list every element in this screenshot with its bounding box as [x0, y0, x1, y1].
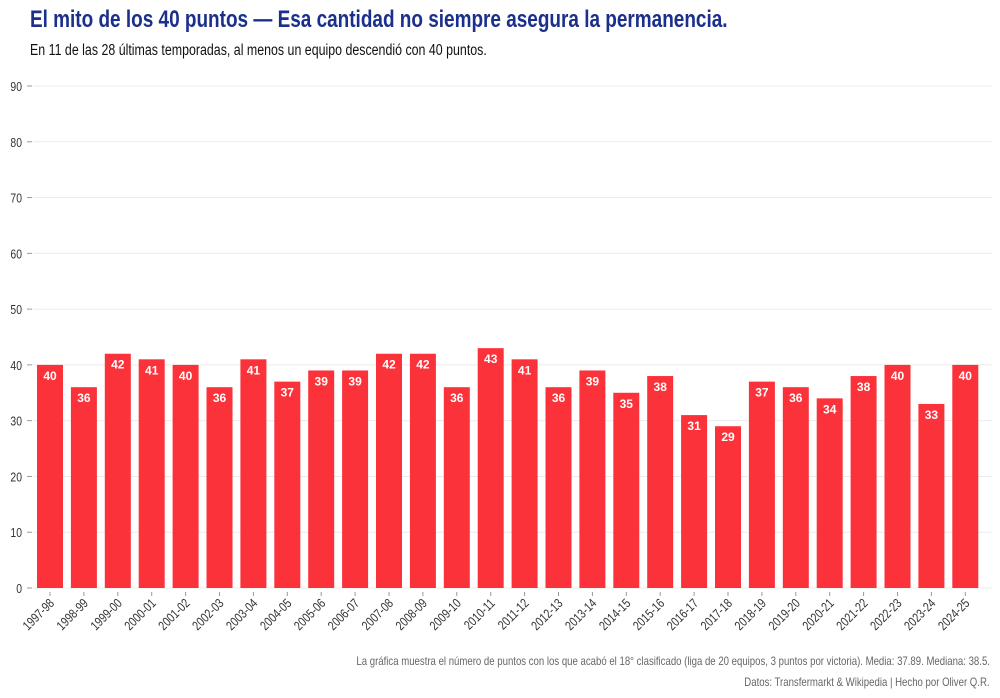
bar	[579, 370, 606, 588]
bar	[376, 353, 402, 588]
bar	[545, 387, 572, 588]
bar	[884, 364, 911, 588]
y-tick-label: 80	[10, 136, 22, 150]
x-tick-label: 2008-09	[393, 596, 430, 633]
bar	[274, 381, 301, 588]
x-tick-label: 2003-04	[224, 596, 261, 633]
bar	[172, 364, 199, 588]
chart-title: El mito de los 40 puntos — Esa cantidad …	[30, 6, 728, 33]
chart-subtitle: En 11 de las 28 últimas temporadas, al m…	[30, 42, 487, 59]
y-tick-label: 70	[10, 192, 22, 206]
bar	[240, 359, 267, 588]
bar-value-label: 36	[77, 391, 91, 405]
credit: Datos: Transfermarkt & Wikipedia | Hecho…	[744, 675, 990, 689]
bar	[782, 387, 809, 588]
bar-value-label: 41	[145, 363, 159, 377]
bar	[409, 353, 436, 588]
bar	[443, 387, 470, 588]
bar-value-label: 35	[620, 397, 634, 411]
bar-value-label: 42	[111, 358, 125, 372]
bar	[918, 403, 945, 588]
bar	[952, 364, 979, 588]
bar-value-label: 39	[348, 374, 362, 388]
x-tick-label: 2021-22	[834, 596, 871, 633]
bar-value-label: 40	[959, 369, 973, 383]
bar	[816, 398, 843, 588]
bar	[511, 359, 538, 588]
bar	[647, 376, 674, 588]
x-tick-label: 2017-18	[698, 596, 735, 633]
x-tick-label: 2016-17	[664, 596, 701, 633]
x-tick-label: 2020-21	[800, 596, 837, 633]
bar	[715, 426, 741, 588]
bar-value-label: 31	[687, 419, 701, 433]
x-tick-label: 2018-19	[732, 596, 769, 633]
bar	[681, 415, 708, 588]
bar	[138, 359, 165, 588]
bar	[342, 370, 369, 588]
bar-value-label: 41	[518, 363, 532, 377]
x-tick-label: 2001-02	[156, 596, 193, 633]
bar-value-label: 38	[857, 380, 871, 394]
x-tick-label: 2007-08	[359, 596, 396, 633]
y-tick-label: 40	[10, 359, 22, 373]
bar-value-label: 40	[43, 369, 57, 383]
bar-value-label: 36	[789, 391, 803, 405]
bar-value-label: 37	[281, 386, 295, 400]
y-tick-label: 50	[10, 303, 22, 317]
x-tick-label: 2024-25	[936, 596, 973, 633]
bar-value-label: 36	[552, 391, 566, 405]
y-tick-label: 90	[10, 80, 22, 94]
x-tick-label: 2006-07	[325, 596, 362, 633]
bar-value-label: 39	[586, 374, 600, 388]
bar-value-label: 33	[925, 408, 939, 422]
y-tick-label: 10	[10, 526, 22, 540]
x-tick-label: 2015-16	[630, 596, 667, 633]
x-tick-label: 2013-14	[563, 596, 600, 633]
x-tick-label: 2023-24	[902, 596, 939, 633]
x-tick-label: 2011-12	[495, 596, 532, 633]
x-tick-label: 2004-05	[258, 596, 295, 633]
bar-value-label: 39	[315, 374, 329, 388]
x-tick-label: 2000-01	[122, 596, 159, 633]
bar-value-label: 36	[450, 391, 464, 405]
x-tick-label: 2019-20	[766, 596, 803, 633]
bar-value-label: 43	[484, 352, 498, 366]
x-tick-label: 2012-13	[529, 596, 566, 633]
y-tick-label: 0	[16, 582, 22, 596]
bar-value-label: 40	[891, 369, 905, 383]
bar-value-label: 42	[382, 358, 396, 372]
x-tick-label: 2009-10	[427, 596, 464, 633]
bar-value-label: 37	[755, 386, 769, 400]
x-tick-label: 2005-06	[291, 596, 328, 633]
x-tick-label: 1997-98	[20, 596, 57, 633]
bar	[308, 370, 335, 588]
bar	[37, 364, 63, 588]
bar-value-label: 40	[179, 369, 193, 383]
x-tick-label: 2002-03	[190, 596, 227, 633]
x-tick-label: 2014-15	[597, 596, 634, 633]
bar	[613, 392, 640, 588]
bar-value-label: 42	[416, 358, 430, 372]
bar-value-label: 41	[247, 363, 261, 377]
y-tick-label: 60	[10, 247, 22, 261]
bar-value-label: 36	[213, 391, 227, 405]
bar-value-label: 34	[823, 402, 837, 416]
footnote: La gráfica muestra el número de puntos c…	[356, 654, 990, 668]
x-tick-label: 1999-00	[88, 596, 125, 633]
x-tick-label: 2022-23	[868, 596, 905, 633]
bar-value-label: 38	[654, 380, 668, 394]
x-tick-label: 2010-11	[461, 596, 498, 633]
y-tick-label: 30	[10, 415, 22, 429]
bar	[206, 387, 233, 588]
bar-value-label: 29	[721, 430, 735, 444]
bar	[850, 376, 877, 588]
x-tick-label: 1998-99	[54, 596, 91, 633]
bar	[70, 387, 97, 588]
bar	[104, 353, 131, 588]
y-tick-label: 20	[10, 470, 22, 484]
bar	[477, 348, 504, 588]
bar	[748, 381, 775, 588]
